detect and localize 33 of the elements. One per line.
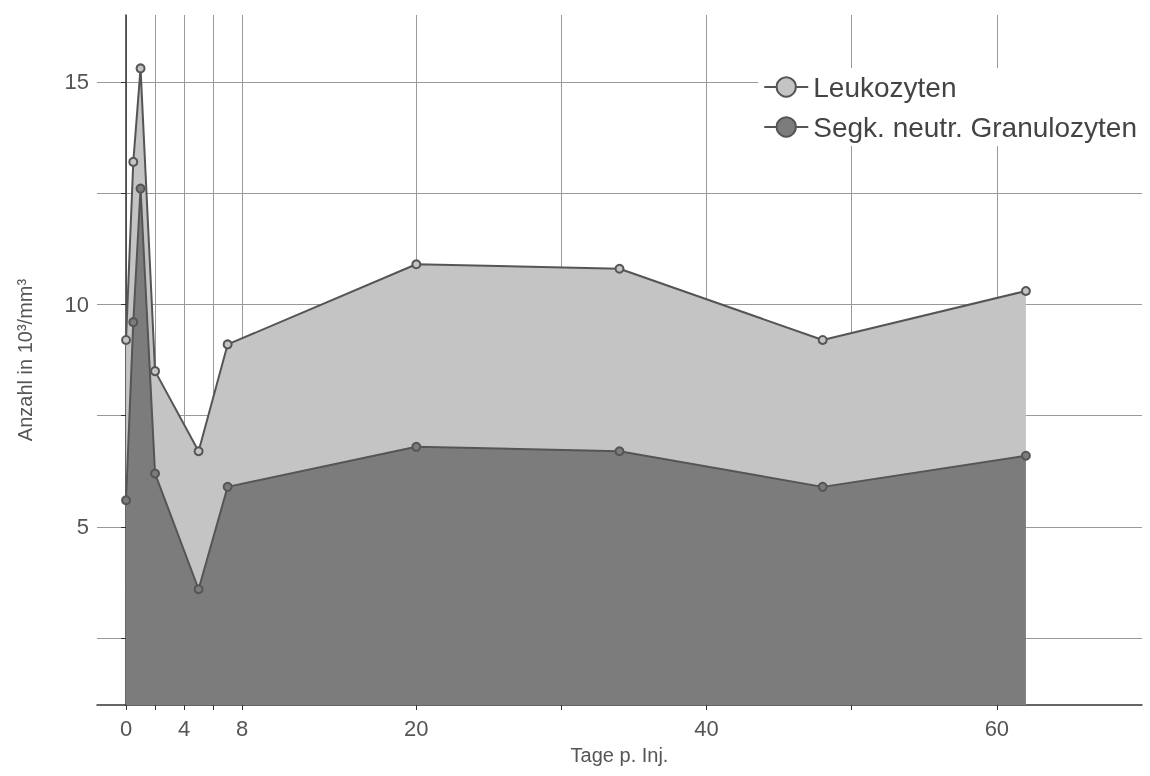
point xyxy=(193,584,204,595)
legend-label: Segk. neutr. Granulozyten xyxy=(813,111,1137,143)
point xyxy=(150,366,161,377)
point xyxy=(817,481,828,492)
x-tick-label: 20 xyxy=(404,715,429,741)
point xyxy=(150,468,161,479)
point xyxy=(128,317,139,328)
point xyxy=(121,334,132,345)
x-tick-label: 8 xyxy=(236,715,249,741)
point xyxy=(128,156,139,167)
y-tick-label: 5 xyxy=(76,514,89,540)
legend-label: Leukozyten xyxy=(813,71,957,103)
x-tick-label: 40 xyxy=(694,715,719,741)
point xyxy=(1020,286,1031,296)
point xyxy=(222,339,233,350)
x-tick-label: 0 xyxy=(119,715,133,741)
point xyxy=(614,446,625,457)
x-tick-label: 60 xyxy=(984,715,1010,741)
point xyxy=(121,495,132,506)
point xyxy=(1020,450,1031,461)
x-axis-title: Tage p. Inj. xyxy=(570,744,669,766)
point xyxy=(411,441,422,452)
point xyxy=(411,259,422,270)
point xyxy=(817,334,828,345)
y-tick-label: 10 xyxy=(64,291,89,317)
point xyxy=(193,446,204,457)
y-axis-title: Anzahl in 10³/mm³ xyxy=(14,278,36,442)
point xyxy=(222,481,233,492)
x-tick-label: 4 xyxy=(177,715,191,741)
point xyxy=(614,263,625,274)
y-tick-label: 15 xyxy=(64,69,89,95)
point xyxy=(135,183,146,194)
point xyxy=(135,63,146,74)
